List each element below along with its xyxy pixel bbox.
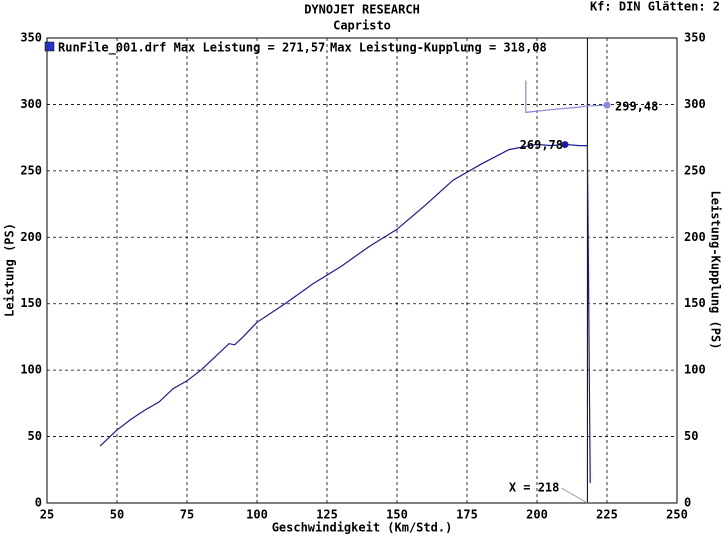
plot-frame [46, 37, 678, 504]
y-tick-label: 300 [20, 97, 42, 111]
y2-tick-label: 300 [684, 97, 706, 111]
legend-text: RunFile_001.drf Max Leistung = 271,57 [58, 41, 325, 56]
y2-tick-label: 100 [684, 363, 706, 377]
x-tick-label: 175 [456, 508, 478, 522]
y2-axis-label: Leistung-Kupplung (PS) [709, 191, 723, 350]
y-tick-label: 100 [20, 363, 42, 377]
y2-tick-label: 150 [684, 296, 706, 310]
marker-label: 269,78 [520, 138, 563, 152]
y2-tick-label: 50 [684, 429, 698, 443]
series-line [525, 80, 608, 114]
y-tick-label: 200 [20, 230, 42, 244]
y-tick-label: 150 [20, 296, 42, 310]
x-tick-label: 100 [246, 508, 268, 522]
y-tick-label: 350 [20, 31, 42, 45]
chart-subtitle: Capristo [333, 19, 391, 33]
x-tick-label: 75 [180, 508, 194, 522]
y-axis-label: Leistung (PS) [3, 223, 17, 317]
x-tick-label: 150 [386, 508, 408, 522]
cursor-pointer [561, 487, 588, 504]
x-tick-label: 200 [526, 508, 548, 522]
cursor-label: X = 218 [509, 481, 560, 495]
chart-title: DYNOJET RESEARCH [304, 3, 420, 17]
marker-label: 299,48 [615, 100, 658, 114]
y2-tick-label: 350 [684, 31, 706, 45]
y-tick-label: 0 [35, 496, 42, 510]
x-tick-label: 225 [596, 508, 618, 522]
x-tick-label: 25 [40, 508, 54, 522]
y2-tick-label: 250 [684, 163, 706, 177]
x-tick-label: 250 [666, 508, 688, 522]
x-tick-label: 50 [110, 508, 124, 522]
series-line [99, 143, 591, 484]
x-tick-label: 125 [316, 508, 338, 522]
corner-text: Kf: DIN Glätten: 2 [590, 0, 720, 14]
y2-tick-label: 200 [684, 230, 706, 244]
legend-text: Max Leistung-Kupplung = 318,08 [330, 41, 547, 55]
y-tick-label: 250 [20, 163, 42, 177]
marker-dot [561, 141, 569, 149]
y-tick-label: 50 [28, 429, 42, 443]
marker-dot [603, 101, 611, 109]
legend-swatch [44, 41, 55, 52]
y2-tick-label: 0 [684, 496, 691, 510]
x-axis-label: Geschwindigkeit (Km/Std.) [272, 521, 453, 535]
